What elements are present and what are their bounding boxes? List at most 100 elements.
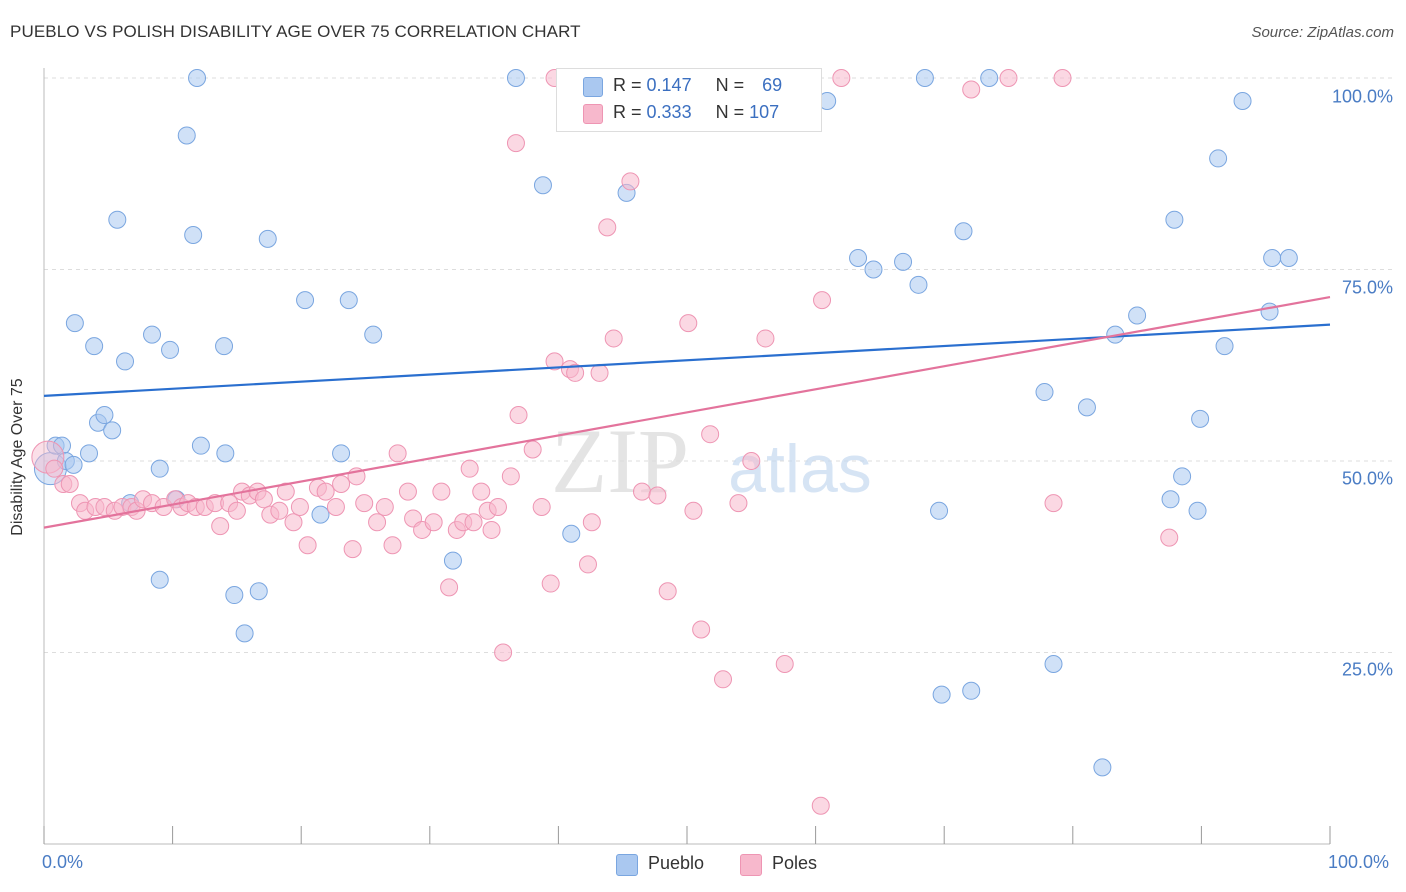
chart-source: Source: ZipAtlas.com [1251,24,1394,41]
poles-point [45,459,64,478]
poles-point [472,482,491,501]
pueblo-point [1279,249,1298,268]
pueblo-point [849,249,868,268]
legend-label-pueblo: Pueblo [648,853,705,873]
poles-point [506,134,525,153]
poles-point [332,474,351,493]
poles-point [532,497,551,516]
poles-trend-line [43,295,1331,529]
pueblo-point [1233,91,1252,110]
poles-point [679,314,698,333]
pueblo-point [909,275,928,294]
poles-point [811,796,830,815]
pueblo-point [150,570,169,589]
pueblo-point [1263,249,1282,268]
poles-point [1160,528,1179,547]
poles-point [509,406,528,425]
poles-point [254,490,273,509]
pueblo-point [80,444,99,463]
pueblo-trend-line [43,323,1331,397]
pueblo-point [85,337,104,356]
poles-point [464,513,483,532]
poles-point [343,540,362,559]
legend-swatch-pueblo [583,77,603,97]
poles-point [648,486,667,505]
poles-point [756,329,775,348]
poles-point [368,513,387,532]
pueblo-point [64,455,83,474]
poles-point [326,497,345,516]
poles-point [388,444,407,463]
pueblo-point [1035,383,1054,402]
pueblo-point [1077,398,1096,417]
pueblo-point [1044,654,1063,673]
pueblo-point [930,501,949,520]
poles-point [999,69,1018,87]
poles-point [488,497,507,516]
y-tick-25: 25.0% [1341,659,1393,680]
legend-poles-n: 107 [749,102,780,122]
poles-point [60,474,79,493]
poles-point [962,80,981,99]
pueblo-point [108,210,127,229]
pueblo-point [296,291,315,310]
pueblo-point [191,436,210,455]
poles-point [692,620,711,639]
poles-point [227,501,246,520]
poles-point [578,555,597,574]
trend-lines [43,295,1331,529]
x-tick-max: 100.0% [1328,852,1390,872]
poles-point [598,218,617,237]
poles-point [440,578,459,597]
pueblo-point [932,685,951,704]
poles-point [298,536,317,555]
pueblo-point [143,325,162,344]
pueblo-point [332,444,351,463]
pueblo-point [311,505,330,524]
poles-point [621,172,640,191]
pueblo-point [1209,149,1228,168]
poles-point [590,363,609,382]
pueblo-point [116,352,135,371]
legend-n-label: N = [715,75,745,95]
poles-point [658,582,677,601]
poles-point [1053,69,1072,87]
pueblo-points [33,69,1298,777]
pueblo-point [258,229,277,248]
pueblo-point [235,624,254,643]
pueblo-point [1260,302,1279,321]
pueblo-point [1093,758,1112,777]
legend-r-label: R = [613,75,642,95]
legend-label-poles: Poles [772,853,818,873]
poles-point [1044,494,1063,513]
poles-point [714,670,733,689]
legend-swatch-poles [740,854,762,876]
poles-point [398,482,417,501]
poles-point [482,520,501,539]
pueblo-point [364,325,383,344]
poles-point [582,513,601,532]
gridlines [44,77,1395,653]
poles-point [566,363,585,382]
pueblo-point [443,551,462,570]
pueblo-point [864,260,883,279]
pueblo-point [915,69,934,87]
poles-point [701,425,720,444]
pueblo-point [1165,210,1184,229]
pueblo-point [980,69,999,87]
pueblo-point [216,444,235,463]
poles-point [523,440,542,459]
poles-point [211,517,230,536]
pueblo-point [1188,501,1207,520]
poles-point [775,654,794,673]
legend-n-label: N = [715,102,745,122]
legend-r-label: R = [613,102,642,122]
poles-point [290,497,309,516]
pueblo-point [161,340,180,359]
pueblo-point [962,681,981,700]
poles-point [375,497,394,516]
pueblo-point [506,69,525,87]
y-tick-100: 100.0% [1331,86,1393,107]
pueblo-point [1215,337,1234,356]
